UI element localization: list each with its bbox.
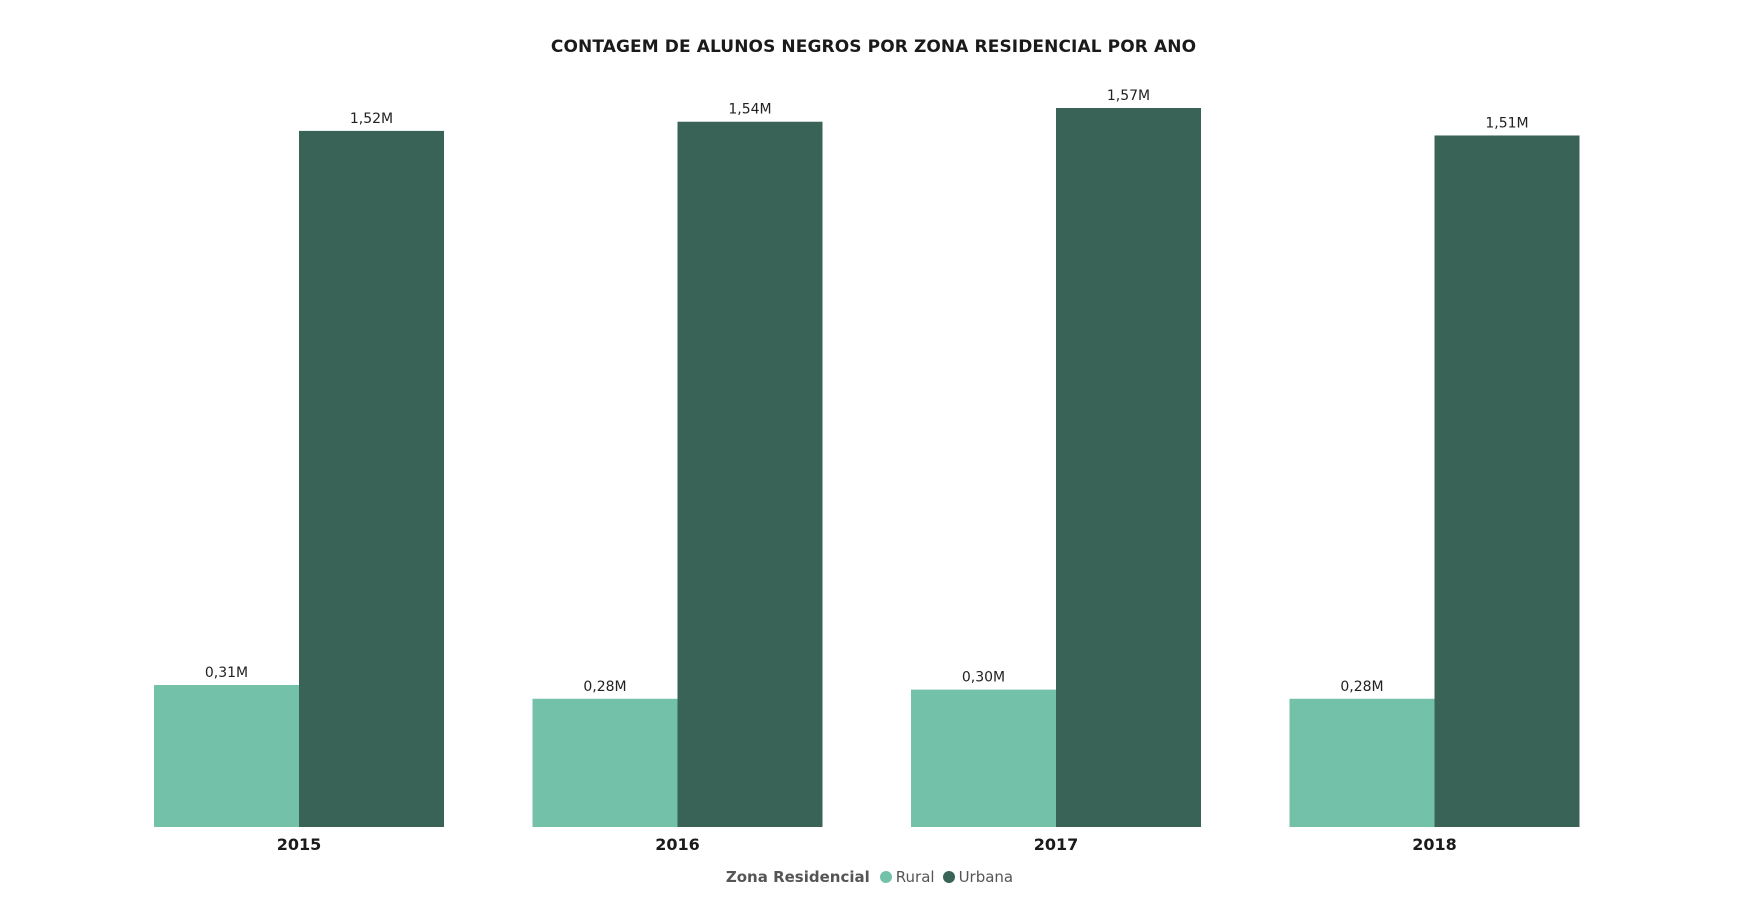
bar-rural-2016[interactable]: [532, 698, 678, 827]
bar-chart: 0,31M 1,52M 0,28M 1,54M 0,30M 1,57M 0,28M 1,51M…: [154, 88, 1580, 854]
data-labels-layer: 0,31M 1,52M 0,28M 1,54M 0,30M 1,57M 0,28M 1,51M: [205, 88, 1529, 695]
bars-layer: [154, 108, 1580, 828]
bar-urbana-2015[interactable]: [299, 130, 444, 828]
legend: Zona Residencial Rural Urbana: [0, 868, 1747, 886]
category-label-2017: 2017: [1034, 835, 1079, 854]
data-label-rural-2016: 0,28M: [583, 679, 626, 695]
data-label-rural-2018: 0,28M: [1340, 679, 1383, 695]
legend-label-rural: Rural: [895, 868, 935, 886]
category-labels-layer: 2015 2016 2017 2018: [277, 835, 1457, 854]
category-label-2015: 2015: [277, 835, 322, 854]
category-label-2018: 2018: [1412, 835, 1457, 854]
bar-urbana-2016[interactable]: [677, 121, 823, 828]
data-label-urbana-2016: 1,54M: [728, 102, 771, 118]
category-label-2016: 2016: [655, 835, 700, 854]
data-label-urbana-2017: 1,57M: [1107, 88, 1150, 104]
legend-item-rural[interactable]: Rural: [879, 868, 935, 886]
data-label-rural-2017: 0,30M: [962, 670, 1005, 686]
bar-rural-2018[interactable]: [1289, 698, 1435, 827]
bar-rural-2017[interactable]: [911, 689, 1056, 827]
legend-swatch-urbana: [942, 871, 955, 883]
legend-item-urbana[interactable]: Urbana: [942, 868, 1014, 886]
chart-title: CONTAGEM DE ALUNOS NEGROS POR ZONA RESID…: [550, 37, 1197, 57]
data-label-urbana-2018: 1,51M: [1485, 115, 1528, 131]
bar-urbana-2017[interactable]: [1056, 108, 1201, 827]
data-label-urbana-2015: 1,52M: [350, 111, 393, 127]
legend-swatch-rural: [879, 871, 892, 883]
bar-rural-2015[interactable]: [154, 685, 299, 827]
legend-title: Zona Residencial: [725, 868, 870, 886]
legend-label-urbana: Urbana: [958, 868, 1014, 886]
bar-urbana-2018[interactable]: [1434, 135, 1580, 827]
data-label-rural-2015: 0,31M: [205, 665, 248, 681]
